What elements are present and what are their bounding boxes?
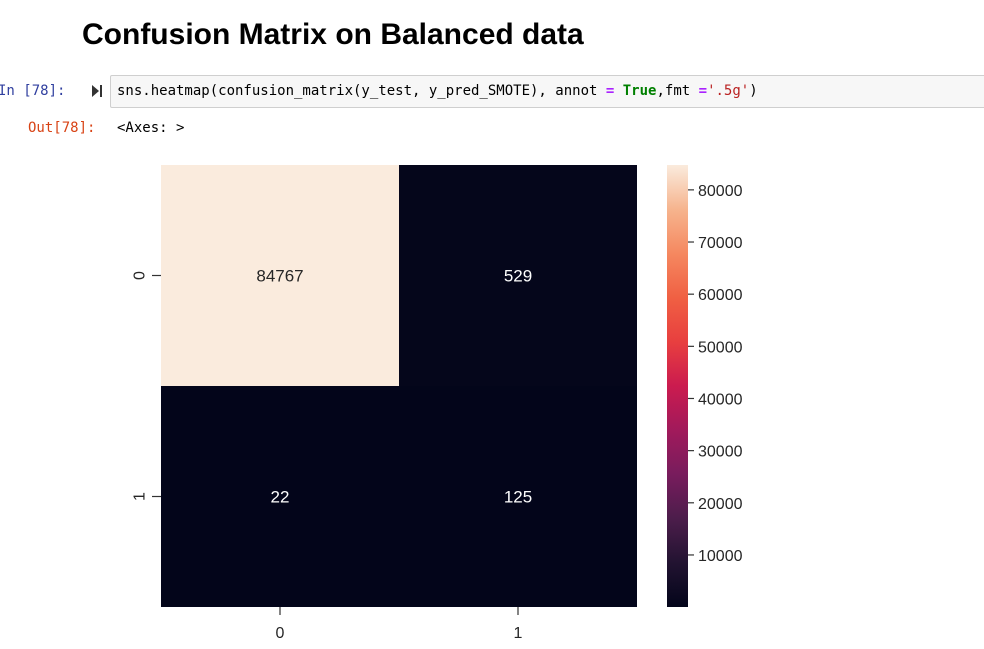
heatmap-annotation: 22 [271, 488, 290, 507]
heatmap-annotation: 529 [504, 267, 532, 286]
code-keyword: True [622, 83, 657, 99]
heatmap-cell [161, 386, 399, 607]
colorbar-tick-label: 20000 [698, 496, 743, 513]
colorbar-tick-label: 50000 [698, 339, 743, 356]
heatmap-annotation: 84767 [256, 267, 303, 286]
colorbar [667, 165, 688, 607]
colorbar-tick-label: 10000 [698, 548, 743, 565]
heatmap-annotation: 125 [504, 488, 532, 507]
code-operator: = [605, 83, 615, 99]
code-text: ) [749, 83, 758, 99]
colorbar-tick-label: 80000 [698, 183, 743, 200]
x-tick-label: 0 [276, 625, 285, 642]
code-string: '.5g' [707, 83, 750, 99]
y-tick-label: 1 [132, 492, 149, 501]
code-text: sns.heatmap(confusion_matrix(y_test, y_p… [117, 83, 606, 99]
colorbar-tick-label: 60000 [698, 287, 743, 304]
output-text: <Axes: > [117, 120, 185, 136]
code-operator: = [698, 83, 708, 99]
code-text: ,fmt [656, 83, 699, 99]
output-prompt: Out[78]: [28, 120, 96, 136]
heatmap-cell [399, 165, 637, 386]
input-prompt: In [78]: [0, 83, 66, 99]
colorbar-tick-label: 30000 [698, 444, 743, 461]
colorbar-tick-label: 40000 [698, 391, 743, 408]
heatmap-cell [399, 386, 637, 607]
section-heading: Confusion Matrix on Balanced data [82, 18, 584, 51]
code-cell-editor[interactable]: sns.heatmap(confusion_matrix(y_test, y_p… [110, 75, 984, 108]
heatmap-cell [161, 165, 399, 386]
run-cell-icon[interactable] [89, 82, 105, 100]
x-tick-label: 1 [514, 625, 523, 642]
colorbar-tick-label: 70000 [698, 235, 743, 252]
code-line: sns.heatmap(confusion_matrix(y_test, y_p… [117, 83, 758, 99]
y-tick-label: 0 [132, 271, 149, 280]
